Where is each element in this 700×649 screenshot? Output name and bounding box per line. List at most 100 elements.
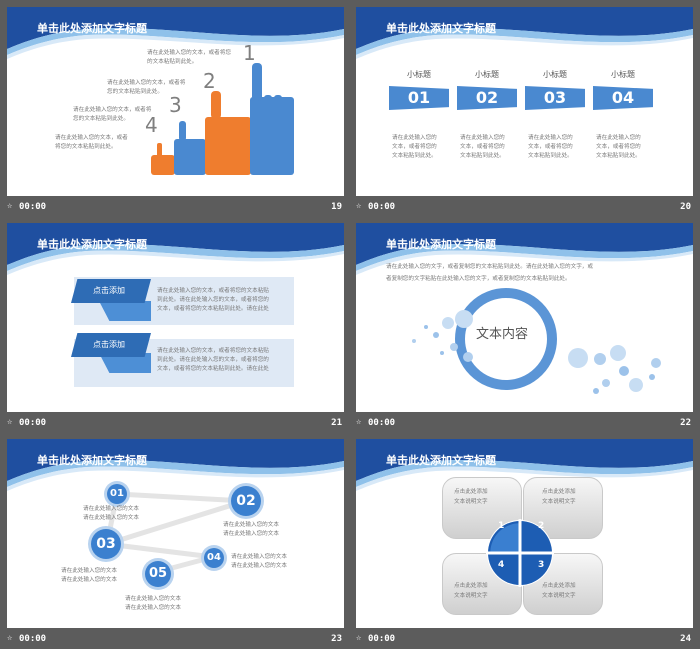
node-text-02: 请在此处输入您的文本 请在此处输入您的文本 [223,521,279,539]
paragraph-text: 请在此处输入您的文字，或者复制您的文本粘贴到此处。请在此处输入您的文字，或 者复… [386,261,593,285]
quadrant-text-1: 点击此处添加 文本说明文字 [454,487,488,507]
center-flower [486,519,554,587]
slide-time: 00:00 [368,634,396,644]
quadrant-number-2: 2 [538,521,545,531]
step-number-1: 1 [243,41,256,65]
text-line: 文本说明文字 [542,593,576,599]
node-02: 02 [231,486,261,516]
slide-title[interactable]: 单击此处添加文字标题 [37,22,147,35]
step-number-3: 3 [169,93,182,117]
slide-number: 21 [331,418,342,428]
slide-number: 19 [331,202,342,212]
node-01: 01 [107,484,127,504]
header-band [356,223,693,275]
slide-title[interactable]: 单击此处添加文字标题 [386,22,496,35]
slide-number: 20 [680,202,691,212]
text-line: 文本粘贴到此处。 [528,153,573,159]
text-line: 者复制您的文字粘贴在此处输入您的文字，或者复制您的文本粘贴到此处。 [386,276,571,282]
text-line: 请在此处输入您的文本，或者将 [73,107,152,113]
text-line: 文本说明文字 [454,593,488,599]
slide-title[interactable]: 单击此处添加文字标题 [386,454,496,467]
quadrant-text-4: 点击此处添加 文本说明文字 [454,581,488,601]
slide-number: 23 [331,634,342,644]
star-icon: ☆ [7,201,13,211]
text-line: 请在此处输入您的文本 [223,522,279,528]
slide-21[interactable]: 单击此处添加文字标题 点击添加 请在此处输入您的文本，或者将您的文本粘贴 到此处… [7,223,344,412]
step-number-2: 2 [203,69,216,93]
slide-title[interactable]: 单击此处添加文字标题 [37,454,147,467]
text-line: 请在此处输入您的文本，或者将您的文本粘贴 [157,288,269,294]
column-number-badge: 02 [457,86,517,110]
quadrant-text-3: 点击此处添加 文本说明文字 [542,581,576,601]
slide-22[interactable]: 单击此处添加文字标题 请在此处输入您的文字，或者复制您的文本粘贴到此处。请在此处… [356,223,693,412]
star-icon: ☆ [356,201,362,211]
tag-label[interactable]: 点击添加 [71,333,151,357]
text-line: 文本，或者将您的 [460,144,505,150]
text-line: 点击此处添加 [454,489,488,495]
column-text: 请在此处输入您的 文本，或者将您的 文本粘贴到此处。 [460,134,526,161]
slide-19[interactable]: 单击此处添加文字标题 1 2 3 4 请在此处输入您的文本，或者将您 的文本粘贴… [7,7,344,196]
step-text-4: 请在此处输入您的文本，或者 将您的文本粘贴到此处。 [55,134,128,152]
text-line: 点击此处添加 [542,583,576,589]
slide-title[interactable]: 单击此处添加文字标题 [386,238,496,251]
slide-23[interactable]: 单击此处添加文字标题 01 02 03 04 05 请在此处输入您的文本 请在此… [7,439,344,628]
node-05: 05 [145,561,171,587]
step-text-3: 请在此处输入您的文本，或者将 您的文本粘贴到此处。 [73,106,151,124]
node-text-01: 请在此处输入您的文本 请在此处输入您的文本 [83,505,139,523]
text-line: 您的文本粘贴到此处。 [107,89,163,95]
node-text-05: 请在此处输入您的文本 请在此处输入您的文本 [125,595,181,613]
text-line: 的文本粘贴到此处。 [147,59,198,65]
text-line: 您的文本粘贴到此处。 [73,116,129,122]
text-line: 请在此处输入您的文本，或者将您的文本粘贴 [157,348,269,354]
slide-time: 00:00 [368,418,396,428]
slide-footer-22: ☆ 00:00 22 [356,415,693,433]
slide-footer-21: ☆ 00:00 21 [7,415,344,433]
node-text-03: 请在此处输入您的文本 请在此处输入您的文本 [61,567,117,585]
node-04: 04 [204,548,224,568]
column-text: 请在此处输入您的 文本，或者将您的 文本粘贴到此处。 [596,134,662,161]
text-line: 文本说明文字 [454,499,488,505]
header-band [7,223,344,275]
column-text: 请在此处输入您的 文本，或者将您的 文本粘贴到此处。 [392,134,458,161]
text-line: 文本，或者将您的文本粘贴到此处。请在此处 [157,366,269,372]
slide-time: 00:00 [19,634,47,644]
slide-24[interactable]: 单击此处添加文字标题 1 2 3 4 点击此处添加 文本说明文字 点击此处添加 … [356,439,693,628]
node-03: 03 [91,529,121,559]
node-text-04: 请在此处输入您的文本 请在此处输入您的文本 [231,553,287,571]
quadrant-number-3: 3 [538,560,545,570]
quadrant-text-2: 点击此处添加 文本说明文字 [542,487,576,507]
header-band [356,439,693,491]
quadrant-top-left [442,477,522,539]
text-line: 将您的文本粘贴到此处。 [55,144,117,150]
header-band [356,7,693,59]
text-line: 请在此处输入您的 [528,135,573,141]
center-label: 文本内容 [476,327,529,342]
text-line: 请在此处输入您的文本 [125,605,181,611]
slide-20[interactable]: 单击此处添加文字标题 小标题 小标题 小标题 小标题 01 02 03 04 请… [356,7,693,196]
step-number-4: 4 [145,113,158,137]
header-band [7,7,344,59]
text-line: 文本，或者将您的 [392,144,437,150]
text-line: 请在此处输入您的文本 [223,531,279,537]
text-line: 请在此处输入您的文本，或者 [55,135,128,141]
text-line: 到此处。请在此处输入您的文本，或者将您的 [157,357,269,363]
text-line: 文本粘贴到此处。 [460,153,505,159]
slide-footer-20: ☆ 00:00 20 [356,199,693,217]
column-subtitle: 小标题 [611,70,635,79]
text-line: 请在此处输入您的 [392,135,437,141]
text-line: 请在此处输入您的 [596,135,641,141]
text-line: 请在此处输入您的文本 [231,563,287,569]
pointing-hands-graphic [151,63,294,175]
text-line: 请在此处输入您的文字，或者复制您的文本粘贴到此处。请在此处输入您的文字，或 [386,264,593,270]
text-line: 请在此处输入您的文本 [61,577,117,583]
slide-title[interactable]: 单击此处添加文字标题 [37,238,147,251]
star-icon: ☆ [7,633,13,643]
text-line: 请在此处输入您的文本 [125,596,181,602]
block-text: 请在此处输入您的文本，或者将您的文本粘贴 到此处。请在此处输入您的文本，或者将您… [157,347,293,374]
tag-label[interactable]: 点击添加 [71,279,151,303]
column-number-badge: 04 [593,86,653,110]
text-line: 文本，或者将您的 [596,144,641,150]
column-subtitle: 小标题 [407,70,431,79]
bubbles-graphic [412,288,661,394]
column-text: 请在此处输入您的 文本，或者将您的 文本粘贴到此处。 [528,134,594,161]
